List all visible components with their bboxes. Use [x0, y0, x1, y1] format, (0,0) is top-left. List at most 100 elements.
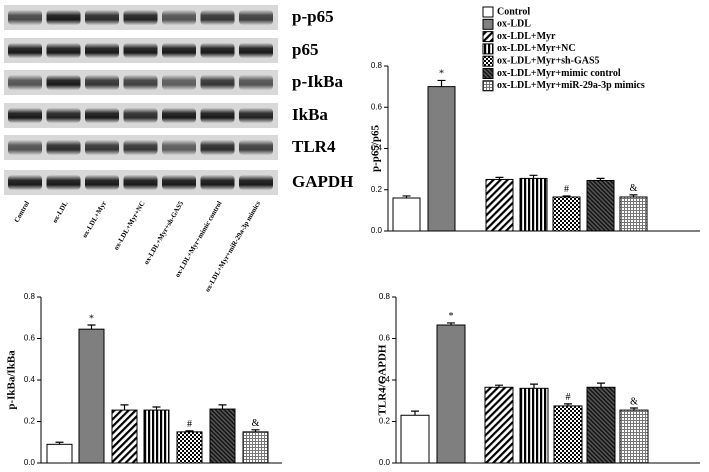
legend-swatch: [482, 80, 494, 92]
error-bar: [87, 324, 96, 330]
bar: [143, 409, 170, 464]
y-tick-label: 0.4: [24, 375, 36, 384]
error-bar: [402, 195, 411, 198]
error-bar: [251, 429, 260, 432]
blot-band: [239, 43, 273, 58]
bar: [392, 197, 421, 232]
y-tick-label: 0.0: [379, 458, 391, 467]
error-bar: [120, 404, 129, 411]
blot-band: [239, 75, 273, 90]
error-bar: [55, 441, 64, 445]
bar: [619, 409, 649, 464]
error-bar: [597, 382, 605, 388]
blot-band: [46, 75, 81, 90]
bar: [586, 386, 616, 464]
error-bar: [529, 174, 538, 179]
blot-band: [162, 10, 196, 25]
bar: [111, 409, 138, 464]
y-tick-label: 0.2: [24, 417, 36, 426]
legend-swatch: [482, 31, 494, 43]
blot-band: [200, 75, 235, 90]
annotation: *: [89, 313, 94, 324]
lane-label: ox-LDL+Myr: [81, 200, 108, 239]
annotation: *: [439, 69, 444, 80]
protein-label: p-IkBa: [292, 72, 344, 91]
y-tick-label: 0.6: [24, 334, 36, 343]
blot-band: [123, 75, 158, 90]
bar: [485, 178, 514, 232]
blot-band: [239, 108, 273, 123]
error-bar: [185, 430, 194, 432]
legend-label: ox-LDL+Myr+sh-GAS5: [497, 55, 600, 66]
legend-label: Control: [497, 6, 530, 17]
bar: [553, 405, 583, 464]
lane-label: ox-LDL: [51, 200, 70, 225]
y-tick-label: 0.6: [379, 334, 391, 343]
blot-band: [123, 108, 158, 123]
bar: [436, 324, 466, 464]
error-bar: [495, 384, 503, 388]
legend-swatch: [482, 18, 494, 30]
blot-band: [8, 108, 42, 123]
blot-band: [123, 175, 158, 190]
bar: [46, 443, 73, 464]
blot-band: [85, 140, 119, 155]
blot-band: [162, 175, 196, 190]
y-tick-label: 0.4: [371, 144, 383, 153]
blot-band: [123, 43, 158, 58]
blot-band: [162, 108, 196, 123]
bar: [209, 408, 236, 464]
blot-band: [162, 140, 196, 155]
error-bar: [411, 410, 419, 416]
legend-swatch: [482, 68, 494, 79]
annotation: &: [630, 396, 638, 407]
blot-band: [8, 140, 42, 155]
blot-band: [200, 175, 235, 190]
protein-label: TLR4: [292, 137, 336, 156]
bar: [242, 431, 269, 464]
legend-label: ox-LDL+Myr+NC: [497, 43, 576, 54]
error-bar: [562, 195, 571, 197]
protein-label: p65: [292, 40, 318, 59]
protein-label: p-p65: [292, 7, 334, 26]
error-bar: [530, 383, 538, 389]
bar: [427, 86, 456, 232]
y-tick-label: 0.0: [24, 458, 36, 467]
blot-band: [200, 43, 235, 58]
legend-label: ox-LDL: [497, 19, 531, 30]
bar: [586, 179, 615, 232]
lane-label: ox-LDL+Myr+NC: [112, 200, 146, 252]
bar: [400, 414, 430, 464]
bar: [484, 386, 514, 464]
annotation: #: [187, 419, 192, 430]
blot-band: [162, 75, 196, 90]
lane-label: Control: [13, 200, 32, 224]
legend-label: ox-LDL+Myr+mimic control: [497, 68, 621, 79]
blot-band: [8, 10, 42, 25]
legend-label: ox-LDL+Myr+miR-29a-3p mimics: [497, 80, 645, 91]
y-tick-label: 0.2: [379, 417, 391, 426]
bar: [176, 431, 203, 464]
annotation: #: [564, 184, 569, 195]
y-tick-label: 0.0: [371, 226, 383, 235]
blot-band: [85, 10, 119, 25]
error-bar: [447, 322, 455, 326]
y-tick-label: 0.8: [371, 61, 383, 70]
error-bar: [495, 176, 504, 180]
y-tick-label: 0.6: [371, 102, 383, 111]
blot-band: [85, 75, 119, 90]
blot-band: [8, 43, 42, 58]
error-bar: [218, 404, 227, 410]
blot-band: [85, 43, 119, 58]
error-bar: [596, 177, 605, 181]
blot-band: [46, 108, 81, 123]
blot-band: [8, 75, 42, 90]
y-tick-label: 0.4: [379, 375, 391, 384]
blot-band: [46, 10, 81, 25]
blot-band: [46, 43, 81, 58]
blot-band: [200, 140, 235, 155]
blot-band: [239, 140, 273, 155]
annotation: &: [630, 183, 638, 194]
legend-swatch: [482, 43, 494, 55]
